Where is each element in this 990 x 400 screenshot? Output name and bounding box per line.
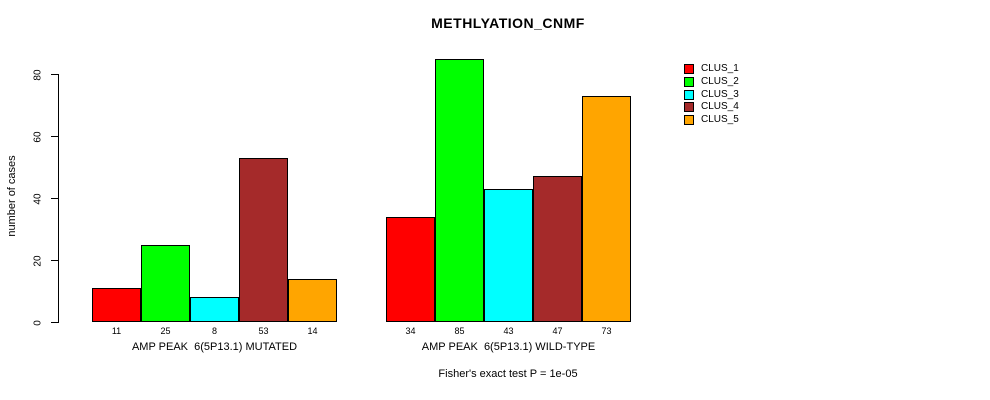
bar-clus_3 xyxy=(190,297,239,322)
y-axis-tick-label: 0 xyxy=(32,319,44,326)
bar-clus_2 xyxy=(141,244,190,322)
legend-item-clus_1: CLUS_1 xyxy=(684,63,739,76)
legend-swatch xyxy=(684,102,694,113)
bar-value-label: 34 xyxy=(405,326,416,336)
y-axis-tick-label: 20 xyxy=(32,254,44,267)
chart-title: METHLYATION_CNMF xyxy=(431,15,585,31)
y-axis-tick xyxy=(51,322,58,323)
legend: CLUS_1 CLUS_2 CLUS_3 CLUS_4 CLUS_5 xyxy=(684,63,739,126)
y-axis-tick-label: 60 xyxy=(32,130,44,143)
y-axis-tick xyxy=(51,198,58,199)
y-axis-tick-label: 40 xyxy=(32,192,44,205)
bar-clus_1 xyxy=(386,216,435,322)
bar-clus_2 xyxy=(435,58,484,322)
bar-clus_4 xyxy=(239,157,288,322)
bar-value-label: 14 xyxy=(307,326,318,336)
legend-item-clus_2: CLUS_2 xyxy=(684,76,739,89)
legend-item-clus_4: CLUS_4 xyxy=(684,101,739,114)
bar-clus_1 xyxy=(92,287,141,322)
y-axis-line xyxy=(58,74,59,323)
bar-value-label: 73 xyxy=(601,326,612,336)
legend-swatch xyxy=(684,77,694,88)
legend-label: CLUS_4 xyxy=(701,101,739,113)
bar-value-label: 53 xyxy=(258,326,269,336)
bar-value-label: 8 xyxy=(211,326,218,336)
legend-label: CLUS_3 xyxy=(701,88,739,100)
y-axis-tick xyxy=(51,260,58,261)
legend-swatch xyxy=(684,64,694,75)
y-axis-tick xyxy=(51,136,58,137)
legend-label: CLUS_1 xyxy=(701,63,739,75)
bar-clus_3 xyxy=(484,188,533,322)
bar-value-label: 85 xyxy=(454,326,465,336)
bar-value-label: 11 xyxy=(111,326,122,336)
legend-item-clus_5: CLUS_5 xyxy=(684,114,739,127)
y-axis-title: number of cases xyxy=(6,155,18,237)
group-label: AMP PEAK 6(5P13.1) WILD-TYPE xyxy=(421,341,596,353)
legend-item-clus_3: CLUS_3 xyxy=(684,88,739,101)
legend-label: CLUS_2 xyxy=(701,76,739,88)
legend-label: CLUS_5 xyxy=(701,114,739,126)
group-label: AMP PEAK 6(5P13.1) MUTATED xyxy=(131,341,298,353)
bar-value-label: 47 xyxy=(552,326,563,336)
bar-clus_5 xyxy=(582,95,631,322)
legend-swatch xyxy=(684,115,694,126)
bar-clus_4 xyxy=(533,176,582,322)
bar-value-label: 43 xyxy=(503,326,514,336)
y-axis-tick-label: 80 xyxy=(32,68,44,81)
fisher-test-annotation: Fisher's exact test P = 1e-05 xyxy=(438,368,578,380)
bar-value-label: 25 xyxy=(160,326,171,336)
y-axis-tick xyxy=(51,74,58,75)
legend-swatch xyxy=(684,89,694,100)
bar-clus_5 xyxy=(288,278,337,322)
